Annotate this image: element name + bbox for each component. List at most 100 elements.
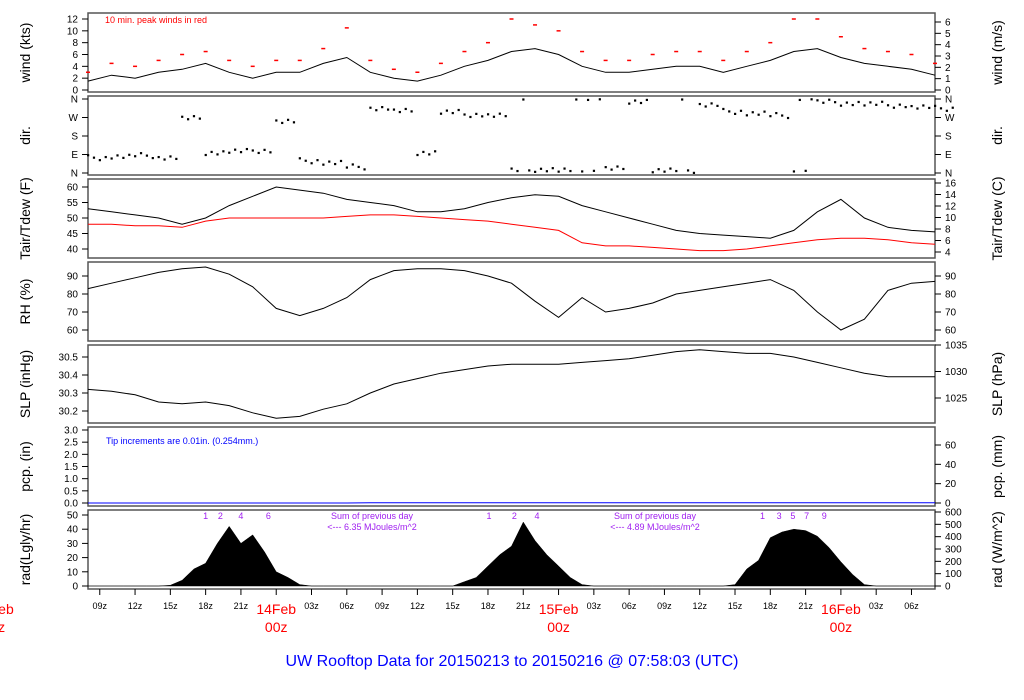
sky-code-label: 9 [822,511,827,521]
wind-direction-point [522,98,525,101]
wind-direction-point [228,151,231,154]
right-tick-label-temp: 8 [945,225,951,236]
relative-humidity-line [87,266,936,331]
wind-direction-point [645,98,648,102]
left-tick-label-wind: 2 [72,74,78,85]
left-tick-label-rad: 30 [67,539,79,550]
left-tick-label-wind: 10 [67,26,79,37]
wind-peak-mark [580,50,585,53]
wind-peak-mark [885,50,890,53]
time-tick-label: 18z [198,601,213,611]
wind-peak-mark [368,59,373,62]
time-tick-label: 15z [728,601,743,611]
panel-frame-rh [87,261,936,342]
wind-peak-mark [344,27,349,29]
wind-direction-point [728,110,731,113]
time-tick-label: 18z [481,601,496,611]
wind-direction-point [498,112,501,115]
wind-direction-point [416,153,419,157]
wind-peak-mark [250,65,255,68]
wind-direction-point [134,155,137,158]
time-tick-label: 12z [128,601,143,611]
right-tick-label-slp: 1025 [945,394,968,405]
time-tick-label: 21z [516,601,531,611]
wind-direction-point [651,171,654,174]
sky-code-label: 5 [790,511,795,521]
wind-direction-point [892,106,896,109]
wind-direction-point [810,98,813,101]
wind-direction-point [192,115,196,118]
wind-direction-point [404,107,407,111]
wind-direction-point [822,101,825,104]
wind-direction-point [834,101,837,104]
sky-code-label: 7 [804,511,809,521]
left-tick-label-wind: 4 [72,62,78,73]
right-tick-label-rad: 200 [945,557,962,568]
wind-direction-point [639,101,643,105]
wind-peak-mark [768,41,773,44]
y-axis-label-right-dir: dir. [989,126,1005,145]
wind-direction-point [198,117,201,120]
wind-direction-point [657,168,660,171]
right-tick-label-temp: 6 [945,236,951,247]
time-tick-label: 18z [763,601,778,611]
wind-annotation: 10 min. peak winds in red [105,15,207,25]
y-axis-label-right-slp: SLP (hPa) [989,352,1005,416]
wind-direction-point [851,103,854,107]
left-tick-label-dir: S [71,132,78,143]
right-tick-label-wind: 2 [945,63,951,74]
wind-direction-point [869,101,872,104]
y-axis-label-temp: Tair/Tdew (F) [17,177,33,259]
wind-direction-point [951,106,954,109]
panel-frame-wind [87,12,936,93]
wind-peak-mark [909,53,914,56]
wind-direction-point [145,154,149,157]
wind-direction-point [222,150,225,153]
wind-peak-mark [650,53,655,56]
pcp-annotation: Tip increments are 0.01in. (0.254mm.) [106,436,258,446]
right-tick-label-rad: 500 [945,520,962,531]
wind-direction-point [410,110,413,113]
y-axis-label-wind: wind (kts) [17,23,33,84]
wind-direction-point [775,111,778,115]
wind-direction-point [875,103,878,106]
left-tick-label-pcp: 2.0 [64,450,78,461]
wind-direction-point [769,115,772,118]
wind-direction-point [739,109,743,112]
time-tick-label: 09z [93,601,108,611]
right-tick-label-temp: 14 [945,190,957,201]
wind-direction-point [239,151,243,154]
wind-direction-point [375,109,378,112]
time-tick-label: 06z [340,601,355,611]
left-tick-label-rad: 0 [72,582,78,593]
left-tick-label-slp: 30.5 [59,353,79,364]
time-tick-label: 21z [234,601,249,611]
right-tick-label-rad: 300 [945,545,962,556]
wind-direction-point [528,169,531,172]
left-tick-label-rad: 40 [67,525,79,536]
y-axis-label-right-pcp: pcp. (mm) [989,435,1005,498]
day-label-date: 13Feb [0,601,14,617]
wind-direction-point [934,104,937,107]
wind-peak-mark [156,59,161,62]
wind-peak-mark [462,50,467,53]
wind-direction-point [628,102,631,105]
wind-direction-point [539,167,543,170]
left-tick-label-slp: 30.4 [59,371,79,382]
wind-direction-point [351,163,354,166]
wind-direction-point [322,163,325,166]
wind-direction-point [916,107,919,110]
left-tick-label-temp: 55 [67,198,79,209]
wind-peak-mark [274,59,279,62]
wind-direction-point [586,98,590,102]
wind-direction-point [786,116,790,120]
wind-direction-point [269,151,272,154]
left-tick-label-rh: 70 [67,308,79,319]
wind-direction-point [104,155,107,159]
wind-direction-point [910,104,913,108]
day-label-date: 14Feb [256,601,296,617]
wind-direction-point [816,99,819,102]
y-axis-label-right-rad: rad (W/m^2) [989,511,1005,588]
wind-direction-point [263,148,266,151]
left-tick-label-rad: 50 [67,511,79,522]
